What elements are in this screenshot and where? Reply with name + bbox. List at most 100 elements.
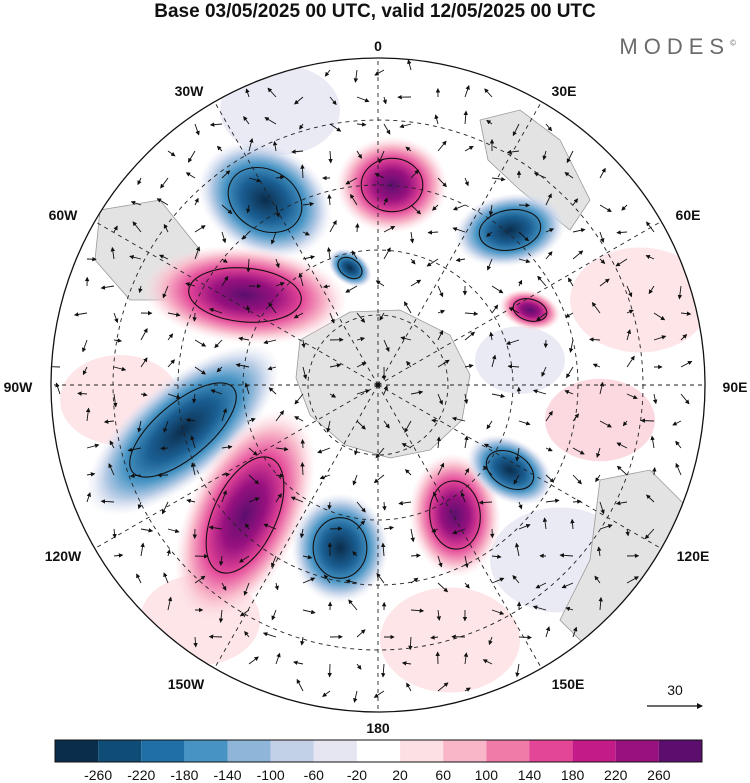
wind-vector	[515, 447, 520, 462]
wind-vector	[507, 364, 520, 369]
wind-vector	[194, 197, 199, 206]
wind-vector	[404, 420, 412, 433]
wind-vector	[100, 499, 115, 504]
wind-vector	[77, 391, 88, 396]
colorbar-swatch	[227, 740, 271, 762]
wind-vector	[626, 309, 634, 314]
wind-vector	[650, 435, 655, 449]
wind-vector	[464, 687, 471, 692]
wind-vector	[356, 96, 370, 103]
wind-vector	[299, 123, 304, 130]
reference-vector: 30	[647, 682, 703, 709]
wind-vector	[437, 359, 450, 368]
wind-vector	[103, 419, 115, 424]
wind-vector	[239, 609, 250, 617]
positive-anomaly-center	[336, 136, 448, 234]
wind-vector	[302, 577, 316, 584]
wind-vector	[545, 626, 551, 638]
land-mass	[295, 309, 471, 459]
wind-vector	[564, 172, 574, 179]
wind-vector	[568, 277, 574, 287]
wind-vector	[383, 420, 390, 429]
wind-vector	[564, 390, 574, 395]
wind-vector	[248, 656, 259, 665]
wind-vector	[166, 549, 171, 557]
wind-vector	[677, 285, 683, 300]
wind-vector	[129, 255, 142, 260]
wind-vector	[113, 553, 124, 558]
wind-vector	[437, 555, 443, 568]
wind-vector	[572, 626, 578, 638]
wind-vector	[401, 443, 412, 449]
colorbar-swatch	[529, 740, 573, 762]
wind-vector	[489, 331, 494, 341]
wind-vector	[672, 420, 682, 426]
wind-vector	[626, 355, 635, 368]
wind-vector	[478, 500, 493, 505]
wind-vector	[382, 501, 387, 511]
wind-vector	[410, 390, 424, 395]
wind-vector	[192, 312, 197, 322]
lon-label-30w: 30W	[175, 83, 205, 99]
wind-vector	[294, 393, 304, 405]
wind-vector	[132, 221, 142, 233]
wind-vector	[486, 420, 493, 430]
wind-vector	[108, 463, 115, 476]
wind-vector	[594, 575, 601, 584]
wind-vector	[410, 608, 425, 613]
wind-vector	[491, 577, 505, 584]
wind-vector	[410, 169, 420, 179]
meridian-line	[377, 384, 662, 549]
wind-vector	[545, 193, 552, 206]
wind-vector	[599, 381, 605, 395]
colorbar-swatch	[98, 740, 142, 762]
colorbar-swatch	[313, 740, 357, 762]
map-border	[50, 57, 706, 713]
colorbar-tick-label: -20	[347, 767, 367, 783]
colorbar-swatch	[55, 740, 99, 762]
wind-vector	[294, 416, 304, 422]
wind-vector	[190, 435, 196, 449]
wind-vector	[680, 360, 693, 368]
wind-vector	[512, 575, 520, 584]
wind-vector	[193, 636, 198, 648]
wind-vector	[275, 652, 281, 665]
wind-vector	[532, 389, 547, 395]
wind-vector	[140, 542, 145, 557]
chart-title: Base 03/05/2025 00 UTC, valid 12/05/2025…	[154, 1, 596, 22]
wind-vector	[86, 492, 91, 503]
reference-vector-label: 30	[667, 682, 683, 698]
wind-vector	[113, 312, 119, 324]
wind-vector	[298, 272, 304, 287]
anomaly-contour	[429, 480, 481, 550]
wind-vector	[535, 582, 547, 589]
wind-vector	[483, 443, 493, 449]
wind-vector	[350, 193, 358, 206]
wind-vector	[353, 690, 358, 703]
wind-vector	[652, 467, 657, 476]
colorbar-tick-label: 260	[647, 767, 671, 783]
wind-vector	[625, 528, 630, 537]
wind-vector	[329, 96, 337, 106]
wind-vector	[86, 443, 100, 449]
wind-vector	[383, 197, 388, 206]
wind-vector	[484, 88, 493, 98]
wind-vector	[518, 258, 531, 264]
wind-vector	[262, 632, 277, 638]
wind-vector	[270, 555, 277, 568]
wind-vector	[464, 363, 474, 369]
wind-vector	[488, 636, 493, 646]
wind-vector	[436, 609, 442, 621]
wind-vector	[640, 418, 655, 423]
wind-vector	[572, 499, 582, 504]
wind-vector	[652, 393, 658, 405]
wind-vector	[383, 385, 388, 395]
wind-vector	[407, 59, 412, 71]
wind-vector	[329, 123, 342, 132]
colorbar-swatch	[443, 740, 487, 762]
wind-vector	[410, 528, 415, 543]
wind-vector	[646, 221, 655, 233]
wind-vector	[398, 500, 412, 506]
wind-vector	[194, 225, 206, 233]
wind-vector	[486, 119, 493, 125]
